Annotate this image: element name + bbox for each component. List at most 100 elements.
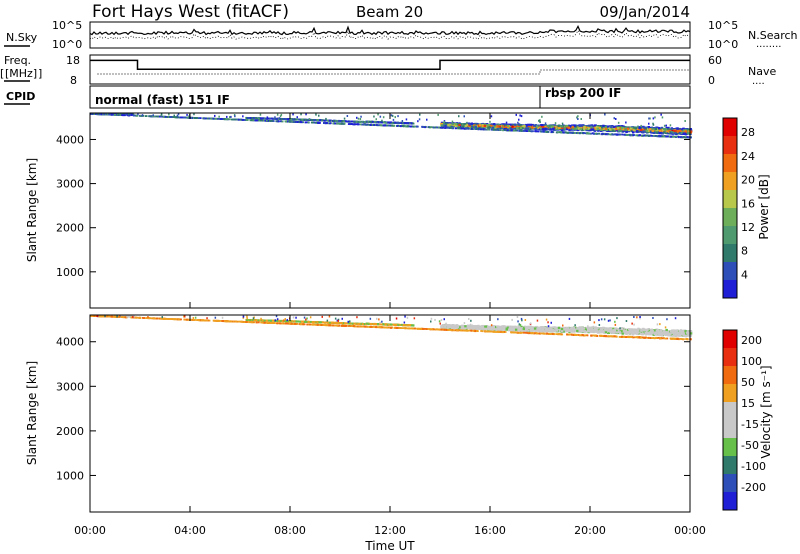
range-cell (689, 136, 692, 139)
beam-label: Beam 20 (356, 3, 423, 21)
range-cell (242, 115, 244, 118)
range-cell (531, 124, 534, 127)
range-cell (193, 113, 195, 116)
range-cell (447, 124, 450, 127)
range-cell (332, 120, 335, 122)
range-cell (627, 128, 631, 132)
range-cell (652, 135, 655, 137)
range-cell (591, 128, 595, 131)
range-cell (611, 133, 614, 136)
range-cell (652, 123, 655, 126)
colorbar-swatch (723, 154, 737, 172)
range-cell (186, 113, 188, 116)
range-cell (388, 121, 391, 124)
range-cell (624, 128, 627, 132)
range-cell (596, 132, 599, 135)
range-cell (466, 121, 468, 124)
range-cell (401, 120, 404, 122)
range-cell (453, 123, 456, 126)
range-cell (583, 126, 586, 129)
range-cell (466, 127, 469, 130)
range-cell (509, 127, 513, 130)
range-cell (639, 134, 641, 136)
range-cell (671, 131, 674, 134)
range-cell (470, 122, 474, 125)
range-cell (490, 115, 493, 118)
range-cell (437, 113, 439, 116)
range-cell (560, 131, 563, 134)
range-cell (513, 125, 516, 128)
range-cell (422, 126, 425, 128)
range-cell (440, 124, 444, 127)
range-cell (409, 122, 411, 125)
range-cell (552, 126, 556, 129)
range-cell (261, 117, 264, 120)
range-cell (542, 130, 545, 133)
range-cell (454, 124, 457, 127)
range-cell (652, 131, 655, 134)
range-cell (478, 124, 482, 127)
range-cell (544, 127, 547, 131)
range-cell (323, 119, 326, 122)
range-cell (476, 128, 479, 130)
colorbar-tick: 16 (741, 197, 755, 210)
range-cell (233, 114, 236, 116)
range-cell (394, 116, 396, 119)
range-cell (493, 124, 497, 127)
range-cell (152, 114, 154, 117)
range-cell (612, 126, 616, 129)
range-cell (249, 117, 252, 119)
freq-label: Freq. (4, 54, 31, 67)
range-cell (434, 126, 437, 129)
range-cell (351, 123, 353, 125)
colorbar-tick: 20 (741, 174, 755, 187)
range-cell (652, 127, 655, 130)
range-cell (445, 124, 448, 128)
range-cell (160, 113, 163, 116)
range-cell (670, 128, 673, 131)
range-cell (517, 121, 519, 124)
range-cell (173, 114, 175, 117)
range-cell (578, 124, 582, 128)
range-cell (650, 134, 653, 137)
range-cell (328, 119, 331, 122)
freq-unit: [MHz] (5, 67, 37, 80)
range-cell (254, 119, 257, 122)
range-cell (269, 117, 272, 120)
range-cell (519, 124, 522, 127)
range-cell (502, 129, 505, 132)
range-cell (343, 122, 346, 125)
range-cell (546, 124, 550, 128)
range-cell (298, 118, 301, 121)
range-cell (372, 121, 375, 123)
range-cell (633, 126, 636, 129)
range-cell (517, 125, 520, 128)
range-cell (346, 120, 349, 123)
range-cell (630, 127, 633, 130)
range-cell (684, 136, 687, 139)
range-cell (299, 320, 302, 323)
range-cell (241, 118, 244, 121)
range-cell (619, 129, 622, 132)
range-cell (661, 128, 664, 131)
range-cell (454, 123, 458, 126)
range-cell (576, 128, 579, 131)
range-cell (578, 127, 581, 130)
range-cell (272, 118, 275, 120)
range-cell (367, 123, 370, 126)
frequency-trace (90, 59, 690, 70)
range-cell (318, 122, 321, 124)
range-cell (481, 125, 485, 128)
range-cell (459, 125, 462, 128)
range-cell (677, 136, 680, 138)
range-cell (314, 119, 317, 121)
range-cell (622, 129, 625, 132)
range-cell (493, 128, 496, 131)
range-cell (610, 126, 613, 129)
range-cell (101, 113, 104, 116)
range-cell (188, 115, 190, 118)
range-cell (589, 125, 593, 129)
range-cell (355, 123, 358, 126)
range-cell (611, 129, 615, 132)
